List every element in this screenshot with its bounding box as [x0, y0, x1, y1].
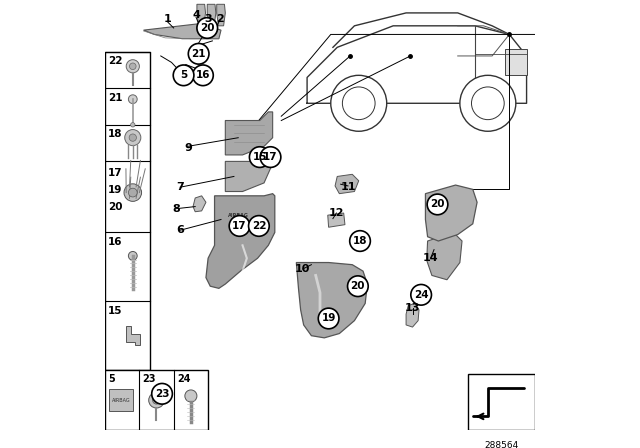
Text: 20: 20	[430, 199, 445, 209]
Circle shape	[229, 215, 250, 236]
Circle shape	[148, 392, 164, 408]
Text: 13: 13	[405, 303, 420, 313]
Text: 17: 17	[232, 221, 247, 231]
Text: AIRBAG: AIRBAG	[228, 213, 249, 218]
Text: 22: 22	[252, 221, 266, 231]
Bar	[105, 370, 208, 431]
Polygon shape	[426, 185, 477, 241]
Circle shape	[129, 134, 136, 141]
Text: 23: 23	[143, 375, 156, 384]
Circle shape	[427, 194, 448, 215]
Text: 12: 12	[328, 208, 344, 218]
Text: 24: 24	[414, 290, 428, 300]
Polygon shape	[197, 4, 205, 26]
Circle shape	[250, 147, 270, 168]
Text: 6: 6	[176, 225, 184, 235]
Circle shape	[125, 129, 141, 146]
Circle shape	[411, 284, 431, 305]
Polygon shape	[217, 4, 225, 26]
Text: 20: 20	[108, 202, 123, 212]
Circle shape	[318, 308, 339, 329]
Text: 21: 21	[191, 49, 206, 59]
Text: 5: 5	[180, 70, 187, 80]
Circle shape	[185, 390, 197, 402]
Text: 14: 14	[423, 253, 438, 263]
Text: 24: 24	[177, 375, 191, 384]
Polygon shape	[335, 174, 359, 194]
Polygon shape	[126, 326, 140, 345]
Polygon shape	[296, 263, 367, 338]
Text: 5: 5	[108, 375, 115, 384]
Polygon shape	[225, 159, 273, 191]
Text: 19: 19	[108, 185, 123, 195]
Text: 18: 18	[353, 236, 367, 246]
Text: 4: 4	[192, 10, 200, 20]
Circle shape	[193, 65, 213, 86]
Circle shape	[342, 87, 375, 120]
Text: 3: 3	[204, 14, 211, 24]
Text: 20: 20	[351, 281, 365, 291]
Polygon shape	[225, 112, 273, 155]
Text: 19: 19	[321, 314, 336, 323]
Text: 21: 21	[108, 93, 123, 103]
Text: 9: 9	[184, 143, 192, 154]
Polygon shape	[406, 303, 419, 327]
Circle shape	[131, 123, 135, 127]
Circle shape	[152, 396, 161, 404]
Circle shape	[126, 60, 140, 73]
Text: 10: 10	[295, 264, 310, 274]
Circle shape	[248, 215, 269, 236]
Polygon shape	[206, 194, 275, 289]
Circle shape	[129, 251, 137, 260]
Text: 18: 18	[108, 129, 123, 139]
Circle shape	[460, 75, 516, 131]
Text: AIRBAG: AIRBAG	[111, 398, 131, 403]
Text: 22: 22	[108, 56, 123, 66]
Text: 288564: 288564	[484, 441, 519, 448]
Text: 17: 17	[108, 168, 123, 178]
Circle shape	[197, 17, 218, 38]
Polygon shape	[193, 196, 206, 212]
Circle shape	[173, 65, 194, 86]
Circle shape	[348, 276, 368, 297]
Polygon shape	[207, 4, 216, 26]
Bar	[505, 49, 527, 75]
Circle shape	[349, 231, 371, 251]
Circle shape	[188, 43, 209, 64]
Circle shape	[152, 383, 172, 404]
Bar	[468, 375, 535, 431]
Text: 20: 20	[200, 23, 214, 33]
Text: 11: 11	[340, 182, 356, 192]
Text: 8: 8	[172, 204, 180, 214]
Polygon shape	[328, 213, 345, 227]
Text: 1: 1	[163, 14, 171, 24]
Circle shape	[129, 188, 137, 197]
Circle shape	[124, 184, 141, 201]
Text: 2: 2	[216, 14, 223, 24]
Text: 15: 15	[253, 152, 267, 162]
Bar	[109, 389, 132, 411]
Circle shape	[331, 75, 387, 131]
Text: 23: 23	[155, 389, 170, 399]
Circle shape	[472, 87, 504, 120]
Circle shape	[260, 147, 281, 168]
Circle shape	[129, 63, 136, 69]
Text: 17: 17	[263, 152, 278, 162]
Polygon shape	[143, 24, 221, 39]
Polygon shape	[427, 233, 462, 280]
Circle shape	[129, 95, 137, 103]
Text: 16: 16	[196, 70, 210, 80]
Text: 16: 16	[108, 237, 123, 247]
Text: 7: 7	[176, 182, 184, 192]
Text: 15: 15	[108, 306, 123, 315]
Bar	[105, 52, 150, 370]
